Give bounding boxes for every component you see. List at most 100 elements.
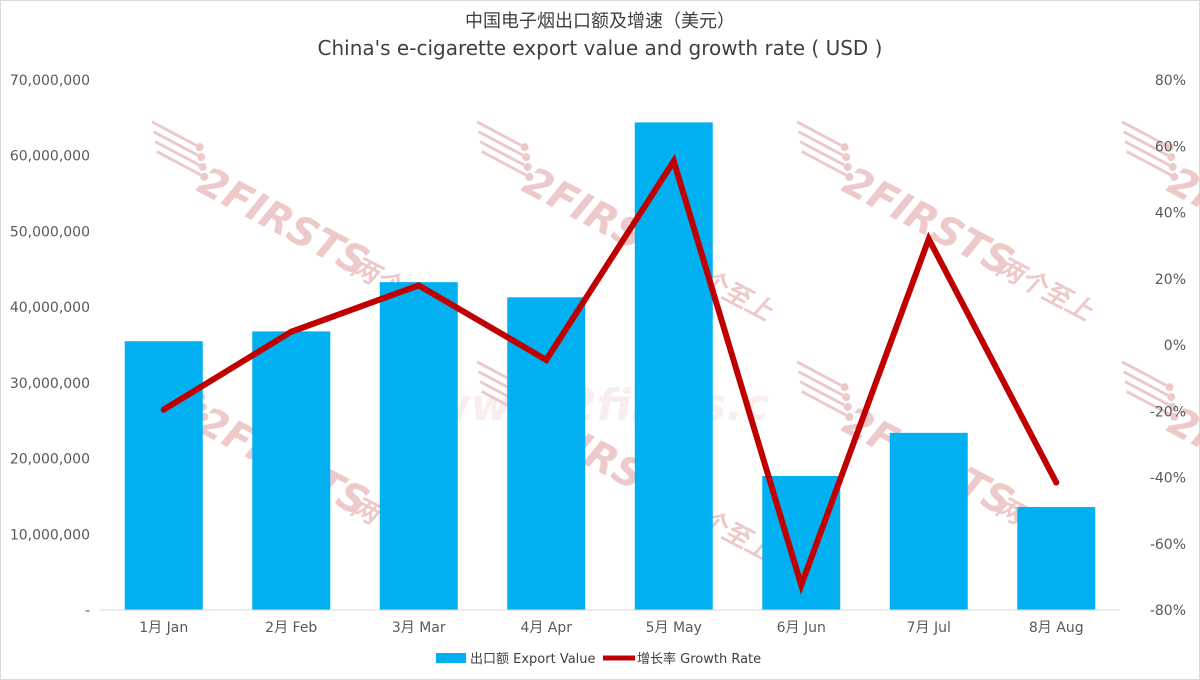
growth-rate-point-1 xyxy=(160,406,167,413)
watermark-line xyxy=(799,380,845,407)
legend-label-export-value: 出口额 Export Value xyxy=(470,652,596,667)
watermark-dot xyxy=(1167,153,1176,162)
watermark-dot xyxy=(845,172,854,181)
watermark-dot xyxy=(1170,412,1179,421)
growth-rate-point-4 xyxy=(543,356,550,363)
watermark-dot xyxy=(843,162,852,171)
watermark-line xyxy=(476,120,522,147)
left-tick-label: 60,000,000 xyxy=(10,149,90,165)
x-tick-label: 6月 Jun xyxy=(777,620,826,636)
watermark-dot xyxy=(197,153,206,162)
watermark-line xyxy=(479,140,525,167)
watermark-line xyxy=(796,120,842,147)
watermark-line xyxy=(151,120,197,147)
watermark-dot xyxy=(200,172,209,181)
left-tick-label: 70,000,000 xyxy=(10,73,90,89)
x-tick-label: 8月 Aug xyxy=(1029,620,1084,636)
legend-label-growth-rate: 增长率 Growth Rate xyxy=(637,651,761,667)
watermark-line xyxy=(1124,380,1170,407)
watermark-dot xyxy=(1168,402,1177,411)
watermark-line xyxy=(480,150,527,177)
x-tick-label: 7月 Jul xyxy=(907,620,951,636)
x-tick-label: 2月 Feb xyxy=(265,620,317,636)
watermark-line xyxy=(1125,390,1172,417)
left-axis-ticks: - 10,000,000 20,000,000 30,000,000 40,000,00… xyxy=(10,73,90,619)
right-tick-label: 20% xyxy=(1155,272,1186,288)
x-tick-label: 5月 May xyxy=(646,620,702,636)
right-tick-label: -80% xyxy=(1150,603,1186,619)
watermark-line xyxy=(796,360,842,387)
watermark-dot xyxy=(525,172,534,181)
watermark-line xyxy=(1121,360,1167,387)
line-series-growth-rate xyxy=(160,154,1060,595)
watermark-dot xyxy=(1165,383,1174,392)
growth-rate-point-5 xyxy=(670,158,677,165)
growth-rate-line xyxy=(160,154,1060,595)
watermark-dot xyxy=(845,412,854,421)
watermark-dot xyxy=(522,153,531,162)
bar-series-export-value xyxy=(124,122,1096,611)
left-tick-label: 30,000,000 xyxy=(10,376,90,392)
right-tick-label: -20% xyxy=(1150,404,1186,420)
watermark-line xyxy=(800,150,847,177)
bar-8 xyxy=(1017,507,1096,610)
growth-rate-point-3 xyxy=(415,282,422,289)
watermark-line xyxy=(152,130,199,157)
left-tick-label: 10,000,000 xyxy=(10,527,90,543)
watermark-line xyxy=(800,390,847,417)
watermark-line xyxy=(1124,140,1170,167)
watermark-dot xyxy=(842,393,851,402)
bar-1 xyxy=(124,341,203,610)
left-tick-label: 20,000,000 xyxy=(10,452,90,468)
watermark-dot xyxy=(198,162,207,171)
watermark-dot xyxy=(1165,143,1174,152)
watermark-line xyxy=(1121,120,1167,147)
right-tick-label: 80% xyxy=(1155,73,1186,89)
bar-5 xyxy=(634,122,713,611)
watermark-line xyxy=(154,140,200,167)
bar-2 xyxy=(252,331,331,610)
watermark-dot xyxy=(843,402,852,411)
left-tick-label: 50,000,000 xyxy=(10,224,90,240)
watermark-dot xyxy=(523,162,532,171)
growth-rate-point-8 xyxy=(1053,479,1060,486)
watermark-url: www.2firsts.c xyxy=(430,380,769,431)
watermark-line xyxy=(1125,150,1172,177)
bar-7 xyxy=(889,432,968,610)
watermark-line xyxy=(799,140,845,167)
right-tick-label: 60% xyxy=(1155,139,1186,155)
right-axis-ticks: -80% -60% -40% -20% 0% 20% 40% 60% 80% xyxy=(1150,73,1186,619)
watermark-line xyxy=(1122,370,1169,397)
watermark-dot xyxy=(1170,172,1179,181)
watermark-dot xyxy=(842,153,851,162)
x-tick-label: 4月 Apr xyxy=(520,620,572,636)
watermark-dot xyxy=(840,383,849,392)
chart-title: 中国电子烟出口额及增速（美元） xyxy=(465,11,735,32)
right-tick-label: -60% xyxy=(1150,537,1186,553)
bar-3 xyxy=(379,282,458,610)
bar-4 xyxy=(507,297,586,610)
watermark-line xyxy=(155,150,202,177)
growth-rate-point-6 xyxy=(798,582,805,589)
watermark-dot xyxy=(840,143,849,152)
watermark-line xyxy=(797,370,844,397)
x-tick-label: 3月 Mar xyxy=(392,620,446,636)
watermark-dot xyxy=(520,143,529,152)
legend-swatch-export-value xyxy=(436,653,466,663)
right-tick-label: 0% xyxy=(1164,338,1186,354)
watermark-dot xyxy=(195,143,204,152)
watermark-line xyxy=(1122,130,1169,157)
x-axis-ticks: 1月 Jan 2月 Feb 3月 Mar 4月 Apr 5月 May 6月 Jun 7月 J… xyxy=(139,620,1083,636)
watermark-line xyxy=(797,130,844,157)
chart-subtitle: China's e-cigarette export value and gro… xyxy=(318,36,883,60)
right-tick-label: 40% xyxy=(1155,206,1186,222)
watermark-line xyxy=(477,130,524,157)
left-tick-label: - xyxy=(85,603,90,619)
left-tick-label: 40,000,000 xyxy=(10,300,90,316)
right-tick-label: -40% xyxy=(1150,471,1186,487)
watermark-dot xyxy=(1167,393,1176,402)
growth-rate-point-7 xyxy=(925,236,932,242)
growth-rate-point-2 xyxy=(288,328,295,335)
